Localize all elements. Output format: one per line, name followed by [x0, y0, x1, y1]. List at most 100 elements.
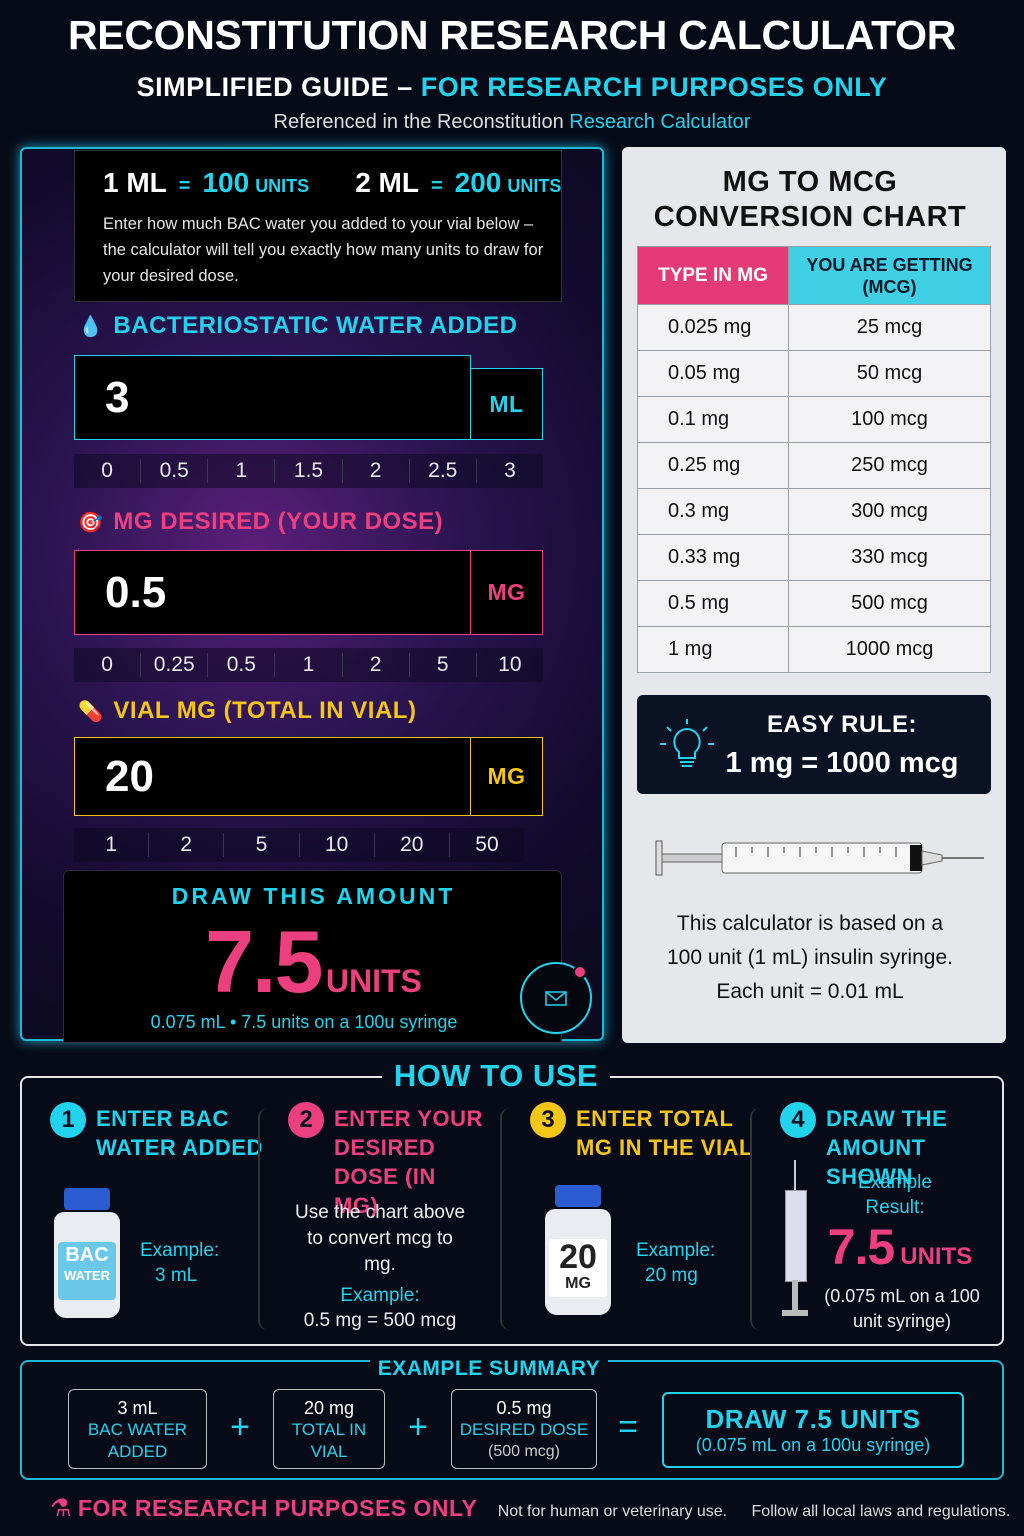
summary-item: 0.5 mg DESIRED DOSE (500 mcg) — [451, 1389, 597, 1469]
step-title: ENTER BAC WATER ADDED — [96, 1106, 263, 1160]
preset-option[interactable]: 1.5 — [275, 459, 343, 483]
result-value: 7.5 — [205, 912, 323, 1011]
preset-option[interactable]: 2 — [343, 653, 410, 677]
preset-option[interactable]: 2 — [149, 833, 225, 857]
result-unit: UNITS — [900, 1243, 973, 1270]
example-value: (0.075 mL on a 100 unit syringe) — [824, 1286, 980, 1331]
preset-option[interactable]: 0.5 — [141, 459, 209, 483]
vial-label-line: 20 — [559, 1238, 597, 1276]
preset-option[interactable]: 5 — [410, 653, 477, 677]
mg-cell: 0.3 mg — [637, 488, 789, 535]
reference: Referenced in the Reconstitution Researc… — [0, 111, 1024, 134]
table-row: 0.3 mg 300 mcg — [637, 488, 991, 535]
field-unit: ML — [470, 368, 543, 440]
mcg-cell: 1000 mcg — [788, 626, 991, 673]
preset-option[interactable]: 2.5 — [410, 459, 477, 483]
mg-cell: 1 mg — [637, 626, 789, 673]
eq-value: 200 — [454, 167, 502, 198]
field-value: 0.5 — [105, 567, 167, 617]
field-icon: 🎯 — [78, 512, 104, 534]
subtitle-a: SIMPLIFIED GUIDE – — [136, 72, 413, 102]
summary-operator: = — [618, 1408, 638, 1446]
eq-left: 1 ML — [103, 167, 167, 198]
footer: ⚗ FOR RESEARCH PURPOSES ONLY Not for hum… — [50, 1494, 1010, 1523]
preset-option[interactable]: 50 — [475, 833, 499, 856]
field-input[interactable]: 3 — [74, 355, 471, 440]
result-detail: 0.075 mL • 7.5 units on a 100u syringe — [150, 1012, 458, 1032]
instructions: Enter how much BAC water you added to yo… — [103, 215, 544, 285]
eq-left: 2 ML — [355, 167, 419, 198]
rule-box: EASY RULE: 1 mg = 1000 mcg — [637, 695, 991, 794]
vial-illustration: BAC WATER — [54, 1188, 120, 1320]
syringe-plunger — [792, 1280, 798, 1310]
summary-detail: (500 mcg) — [487, 1443, 561, 1460]
preset-option[interactable]: 1 — [74, 833, 150, 857]
vial-cap — [64, 1188, 110, 1210]
table-row: 0.05 mg 50 mcg — [637, 350, 991, 397]
step-divider — [258, 1108, 268, 1330]
summary-label: DESIRED DOSE — [459, 1420, 589, 1439]
mcg-cell: 50 mcg — [788, 350, 991, 397]
mg-cell: 0.025 mg — [637, 304, 789, 351]
mcg-cell: 25 mcg — [788, 304, 991, 351]
field-unit: MG — [470, 737, 543, 816]
step-number: 4 — [780, 1102, 816, 1138]
summary-value: 20 mg — [303, 1398, 355, 1418]
preset-option[interactable]: 10 — [498, 653, 522, 676]
example-label: Example: — [340, 1285, 420, 1306]
field-value: 3 — [105, 372, 130, 422]
summary-result: DRAW 7.5 UNITS (0.075 mL on a 100u syrin… — [662, 1392, 964, 1468]
syringe-barrel — [785, 1190, 807, 1282]
field-label-text: BACTERIOSTATIC WATER ADDED — [113, 312, 518, 339]
share-button[interactable] — [518, 960, 598, 1040]
preset-option[interactable]: 0 — [74, 653, 142, 677]
reference-a: Referenced in the Reconstitution — [273, 111, 564, 133]
example-label: Example: — [140, 1240, 220, 1261]
vial-label-line: WATER — [64, 1268, 110, 1283]
field-label: 💊 VIAL MG (TOTAL IN VIAL) — [78, 697, 416, 725]
preset-option[interactable]: 0.5 — [208, 653, 276, 677]
preset-option[interactable]: 1 — [275, 653, 343, 677]
example-value: 3 mL — [155, 1265, 198, 1286]
preset-option[interactable]: 20 — [375, 833, 450, 857]
example-label: Example: — [636, 1240, 716, 1261]
title-line: MG TO MCG — [722, 166, 898, 198]
subtitle-b: FOR RESEARCH PURPOSES ONLY — [420, 72, 888, 102]
preset-option[interactable]: 3 — [504, 459, 516, 482]
footer-badge: FOR RESEARCH PURPOSES ONLY — [77, 1495, 478, 1521]
eq-sign: = — [178, 175, 191, 197]
preset-row: 1 2 5 10 20 50 — [74, 828, 524, 862]
preset-option[interactable]: 0 — [74, 459, 142, 483]
mcg-cell: 300 mcg — [788, 488, 991, 535]
preset-option[interactable]: 10 — [300, 833, 375, 857]
field-icon: 💊 — [78, 701, 104, 723]
step-divider — [750, 1108, 760, 1330]
summary-item: 20 mg TOTAL IN VIAL — [273, 1389, 385, 1469]
field-input[interactable]: 20 — [74, 737, 471, 816]
syringe-illustration — [655, 840, 984, 876]
equation: 2 ML = 200 UNITS — [355, 167, 561, 198]
field-input[interactable]: 0.5 — [74, 550, 471, 635]
preset-option[interactable]: 2 — [343, 459, 410, 483]
mcg-cell: 330 mcg — [788, 534, 991, 581]
vial-label-line: BAC — [65, 1244, 109, 1266]
step-number: 1 — [50, 1102, 86, 1138]
eq-unit: UNITS — [255, 176, 310, 196]
step-title: ENTER YOUR DESIRED DOSE (IN MG) — [334, 1106, 483, 1218]
preset-option[interactable]: 1 — [208, 459, 276, 483]
step-note: Use the chart above to convert mcg to mg… — [294, 1202, 466, 1275]
field-unit: MG — [470, 550, 543, 635]
field-label: 🎯 MG DESIRED (YOUR DOSE) — [78, 508, 443, 536]
preset-option[interactable]: 0.25 — [141, 653, 209, 677]
summary-value: 3 mL — [117, 1398, 158, 1418]
preset-row: 0 0.5 1 1.5 2 2.5 3 — [74, 454, 543, 488]
preset-option[interactable]: 5 — [224, 833, 300, 857]
note-line: Each unit = 0.01 mL — [716, 980, 904, 1003]
field-label-text: MG DESIRED (YOUR DOSE) — [113, 508, 444, 535]
step-number: 3 — [530, 1102, 566, 1138]
field-label-text: VIAL MG (TOTAL IN VIAL) — [113, 697, 417, 724]
how-to-use-title: HOW TO USE — [382, 1058, 610, 1094]
mg-cell: 0.05 mg — [637, 350, 789, 397]
vial-label: BAC WATER — [58, 1242, 116, 1300]
summary-result-text: DRAW 7.5 UNITS — [705, 1404, 921, 1434]
